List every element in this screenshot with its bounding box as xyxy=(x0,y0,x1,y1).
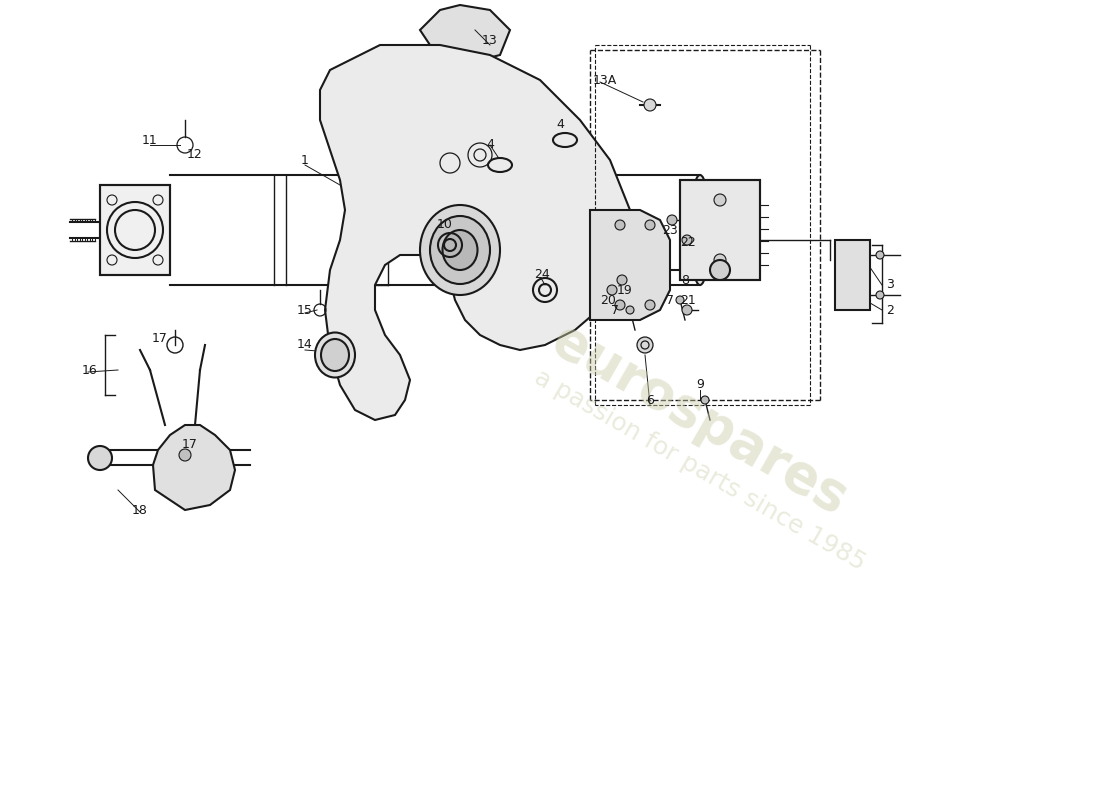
Text: 7: 7 xyxy=(666,294,674,306)
Circle shape xyxy=(615,220,625,230)
Text: 13: 13 xyxy=(482,34,498,46)
Ellipse shape xyxy=(690,175,710,285)
Bar xyxy=(100,185,170,275)
Circle shape xyxy=(645,300,654,310)
Text: 1: 1 xyxy=(301,154,309,166)
Text: 20: 20 xyxy=(601,294,616,306)
Text: 22: 22 xyxy=(680,235,696,249)
Ellipse shape xyxy=(315,333,355,378)
Text: 7: 7 xyxy=(610,303,619,317)
Circle shape xyxy=(617,275,627,285)
Text: 17: 17 xyxy=(152,331,168,345)
Bar xyxy=(680,180,760,280)
Text: 11: 11 xyxy=(142,134,158,146)
Circle shape xyxy=(714,254,726,266)
Circle shape xyxy=(179,449,191,461)
Ellipse shape xyxy=(321,339,349,371)
Ellipse shape xyxy=(442,230,477,270)
Text: 24: 24 xyxy=(535,269,550,282)
Ellipse shape xyxy=(420,205,500,295)
Text: 12: 12 xyxy=(187,149,202,162)
Circle shape xyxy=(644,99,656,111)
Text: 6: 6 xyxy=(646,394,653,406)
Text: 13A: 13A xyxy=(593,74,617,86)
Text: 4: 4 xyxy=(557,118,564,131)
Circle shape xyxy=(637,337,653,353)
Circle shape xyxy=(645,220,654,230)
Text: 4: 4 xyxy=(486,138,494,151)
Text: 9: 9 xyxy=(696,378,704,391)
Text: 2: 2 xyxy=(887,303,894,317)
Polygon shape xyxy=(590,210,670,320)
Text: 3: 3 xyxy=(887,278,894,291)
Circle shape xyxy=(626,306,634,314)
Circle shape xyxy=(701,396,710,404)
Circle shape xyxy=(676,296,684,304)
Circle shape xyxy=(714,194,726,206)
Text: 21: 21 xyxy=(680,294,696,306)
Circle shape xyxy=(710,260,730,280)
Polygon shape xyxy=(420,5,510,60)
Circle shape xyxy=(682,235,692,245)
Text: a passion for parts since 1985: a passion for parts since 1985 xyxy=(530,365,870,575)
Text: 16: 16 xyxy=(82,363,98,377)
Text: eurospares: eurospares xyxy=(542,314,857,526)
Text: 18: 18 xyxy=(132,503,147,517)
Ellipse shape xyxy=(430,216,490,284)
Text: 14: 14 xyxy=(297,338,312,351)
Bar xyxy=(680,180,760,280)
Circle shape xyxy=(607,285,617,295)
Circle shape xyxy=(615,300,625,310)
Text: 17: 17 xyxy=(183,438,198,451)
Circle shape xyxy=(667,215,676,225)
Polygon shape xyxy=(320,45,630,420)
Circle shape xyxy=(876,251,884,259)
Text: 10: 10 xyxy=(437,218,453,231)
Text: 8: 8 xyxy=(681,274,689,286)
Text: 19: 19 xyxy=(617,283,632,297)
Circle shape xyxy=(876,291,884,299)
Bar xyxy=(100,185,170,275)
Text: 23: 23 xyxy=(662,223,678,237)
Circle shape xyxy=(88,446,112,470)
Polygon shape xyxy=(835,240,870,310)
Circle shape xyxy=(682,305,692,315)
Text: 15: 15 xyxy=(297,303,312,317)
Polygon shape xyxy=(153,425,235,510)
